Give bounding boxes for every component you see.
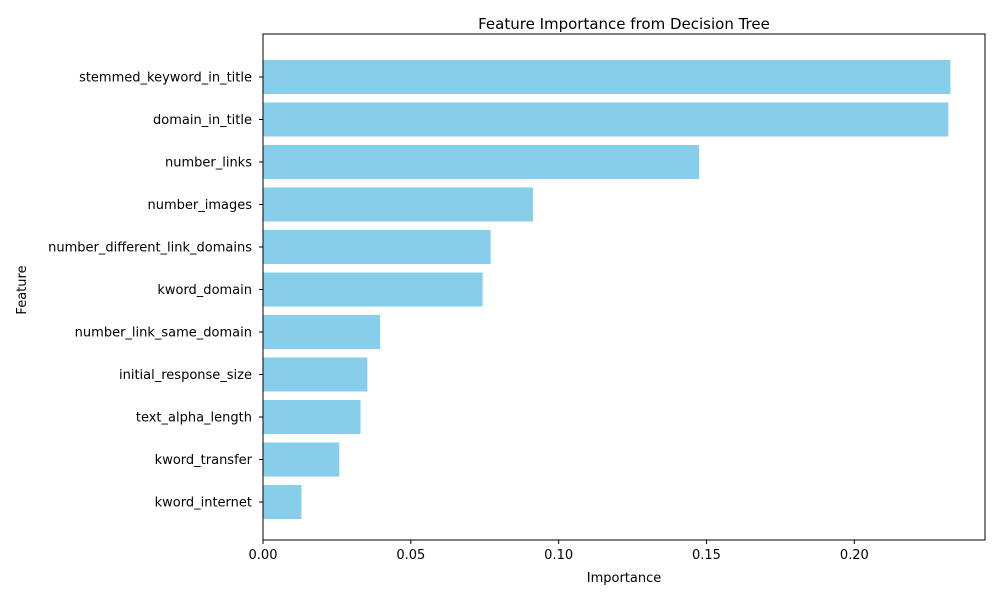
x-axis-label: Importance [587, 571, 662, 586]
y-tick-label: kword_internet [155, 496, 252, 511]
x-tick-label: 0.15 [692, 548, 721, 563]
x-axis-ticks: 0.00 0.05 0.10 0.15 0.20 [249, 540, 869, 563]
y-tick-label: text_alpha_length [136, 411, 252, 426]
bar-text_alpha_length [263, 400, 361, 434]
bar-stemmed_keyword_in_title [263, 60, 951, 94]
bar-kword_internet [263, 485, 302, 519]
plot-area-frame [262, 33, 986, 541]
y-tick-label: kword_transfer [155, 453, 253, 468]
x-tick-label: 0.00 [249, 548, 278, 563]
y-tick-label: number_images [147, 198, 252, 213]
y-axis-ticks: stemmed_keyword_in_title domain_in_titlen… [48, 71, 263, 511]
bar-number_different_link_domains [263, 230, 491, 264]
y-tick-label: number_link_same_domain [75, 326, 252, 341]
y-tick-label: number_links [165, 156, 252, 171]
y-tick-label: domain_in_title [153, 113, 252, 128]
bar-domain_in_title [263, 102, 949, 137]
y-tick-label: number_different_link_domains [48, 241, 252, 256]
chart-title: Feature Importance from Decision Tree [478, 15, 770, 33]
x-tick-label: 0.20 [840, 548, 869, 563]
bars-group [263, 60, 951, 519]
x-tick-label: 0.05 [396, 548, 425, 563]
x-tick-label: 0.10 [544, 548, 573, 563]
bar-number_links [263, 145, 700, 179]
bar-initial_response_size [263, 357, 368, 392]
bar-kword_domain [263, 272, 483, 307]
y-tick-label: stemmed_keyword_in_title [79, 71, 252, 86]
bar-number_link_same_domain [263, 315, 381, 349]
bar-number_images [263, 187, 533, 222]
y-axis-label: Feature [15, 265, 30, 314]
y-tick-label: initial_response_size [119, 368, 252, 383]
bar-kword_transfer [263, 442, 340, 477]
y-tick-label: kword_domain [157, 283, 252, 298]
